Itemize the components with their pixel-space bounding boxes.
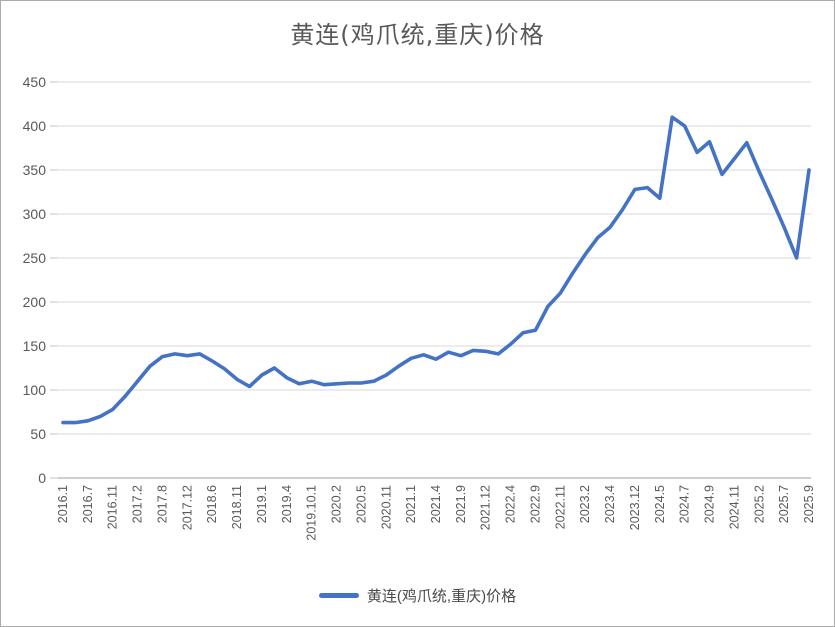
y-tick-label: 150 — [23, 338, 47, 354]
x-tick-label: 2023.12 — [628, 485, 642, 530]
y-tick-label: 200 — [23, 294, 47, 310]
x-tick-label: 2017.8 — [155, 485, 169, 523]
y-tick-label: 50 — [30, 426, 46, 442]
x-tick-label: 2023.2 — [578, 485, 592, 523]
price-series-line — [61, 115, 811, 425]
x-tick-label: 2018.6 — [205, 485, 219, 523]
y-tick-label: 450 — [23, 74, 47, 90]
x-tick-label: 2022.11 — [553, 485, 567, 529]
legend-series-label: 黄连(鸡爪统,重庆)价格 — [366, 588, 517, 605]
gridlines — [50, 81, 811, 479]
x-tick-label: 2017.12 — [180, 485, 194, 530]
y-tick-label: 0 — [38, 470, 46, 486]
x-tick-label: 2025.2 — [752, 485, 766, 523]
x-axis-tick-labels: 2016.1 2016.7 2016.11 2017.2 2017.8 2017.12 20… — [56, 485, 816, 541]
y-axis-tick-labels: 0 50 100 150 200 250 300 350 400 450 — [23, 74, 47, 486]
x-tick-label: 2016.7 — [81, 485, 95, 523]
x-tick-label: 2021.9 — [454, 485, 468, 523]
x-tick-label: 2016.1 — [56, 485, 70, 523]
x-tick-label: 2021.4 — [429, 485, 443, 523]
x-tick-label: 2019.4 — [280, 485, 294, 523]
x-tick-label: 2022.4 — [504, 485, 518, 523]
x-tick-label: 2020.5 — [354, 485, 368, 523]
x-tick-label: 2017.2 — [131, 485, 145, 523]
y-tick-label: 100 — [23, 382, 47, 398]
x-tick-label: 2019.1 — [255, 485, 269, 523]
x-tick-label: 2025.7 — [777, 485, 791, 523]
x-tick-label: 2020.11 — [379, 485, 393, 529]
x-tick-label: 2019.10.1 — [305, 485, 319, 541]
x-tick-label: 2024.7 — [678, 485, 692, 523]
x-tick-label: 2020.2 — [330, 485, 344, 523]
x-tick-label: 2021.1 — [404, 485, 418, 523]
chart-title: 黄连(鸡爪统,重庆)价格 — [290, 21, 545, 49]
x-tick-label: 2025.9 — [802, 485, 816, 523]
x-tick-label: 2016.11 — [106, 485, 120, 529]
legend-line-swatch — [318, 593, 359, 598]
x-tick-label: 2021.12 — [479, 485, 493, 530]
x-tick-label: 2024.9 — [703, 485, 717, 523]
x-tick-label: 2024.11 — [727, 485, 741, 529]
y-tick-label: 350 — [23, 162, 47, 178]
x-tick-label: 2024.5 — [653, 485, 667, 523]
y-tick-label: 250 — [23, 250, 47, 266]
y-tick-label: 300 — [23, 206, 47, 222]
x-tick-label: 2018.11 — [230, 485, 244, 529]
chart-legend: 黄连(鸡爪统,重庆)价格 — [1, 585, 834, 606]
x-tick-label: 2022.9 — [528, 485, 542, 523]
x-tick-label: 2023.4 — [603, 485, 617, 523]
y-tick-label: 400 — [23, 118, 47, 134]
